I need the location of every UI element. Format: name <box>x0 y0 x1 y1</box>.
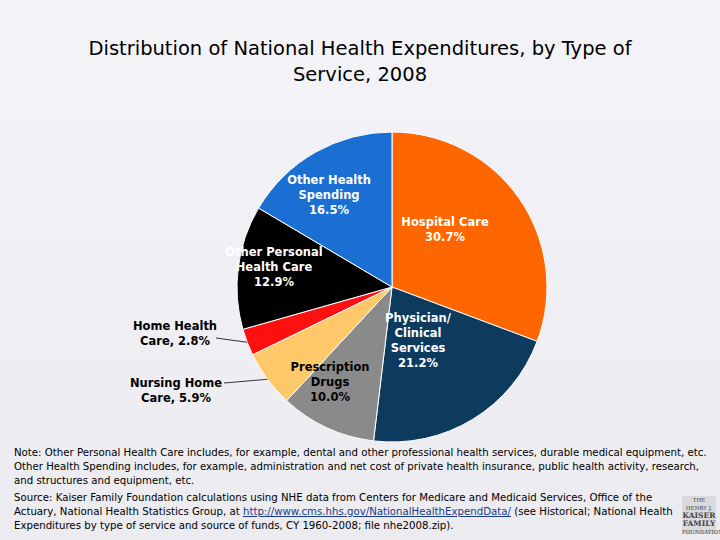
pie-slice <box>374 287 538 442</box>
note: Note: Other Personal Health Care include… <box>14 446 708 488</box>
source-link[interactable]: http://www.cms.hhs.gov/NationalHealthExp… <box>243 506 511 517</box>
slice-label: Physician/ClinicalServices <box>385 311 452 355</box>
slice-label: Other HealthSpending <box>287 173 371 202</box>
slice-label: Nursing HomeCare, 5.9% <box>130 376 222 405</box>
slice-label: Hospital Care <box>401 215 489 229</box>
value-label: 10.0% <box>310 390 350 404</box>
leader-line <box>216 338 247 342</box>
value-label: 16.5% <box>309 203 349 217</box>
value-label: 5.9% <box>179 391 211 405</box>
leader-line <box>224 379 267 383</box>
slice-label: PrescriptionDrugs <box>291 360 370 389</box>
value-label: 12.9% <box>254 275 294 289</box>
source: Source: Kaiser Family Foundation calcula… <box>14 491 676 533</box>
value-label: 21.2% <box>398 356 438 370</box>
value-label: 2.8% <box>178 334 210 348</box>
slice-label: Home HealthCare, 2.8% <box>133 319 217 348</box>
logo-text: KAISER <box>683 511 716 520</box>
logo-text: FAMILY <box>683 519 716 528</box>
logo-text: THE HENRY J. <box>686 497 713 511</box>
slice-label: Other PersonalHealth Care <box>225 245 322 274</box>
logo: THE HENRY J.KAISERFAMILYFOUNDATION <box>682 496 716 534</box>
chart-svg: Hospital Care30.7% Physician/ClinicalServ… <box>0 0 720 540</box>
logo-text: FOUNDATION <box>682 529 720 535</box>
chart-title: Distribution of National Health Expendit… <box>50 36 670 88</box>
value-label: 30.7% <box>425 230 465 244</box>
slices <box>237 132 547 442</box>
labels: Hospital Care30.7% Physician/ClinicalServ… <box>130 173 489 405</box>
